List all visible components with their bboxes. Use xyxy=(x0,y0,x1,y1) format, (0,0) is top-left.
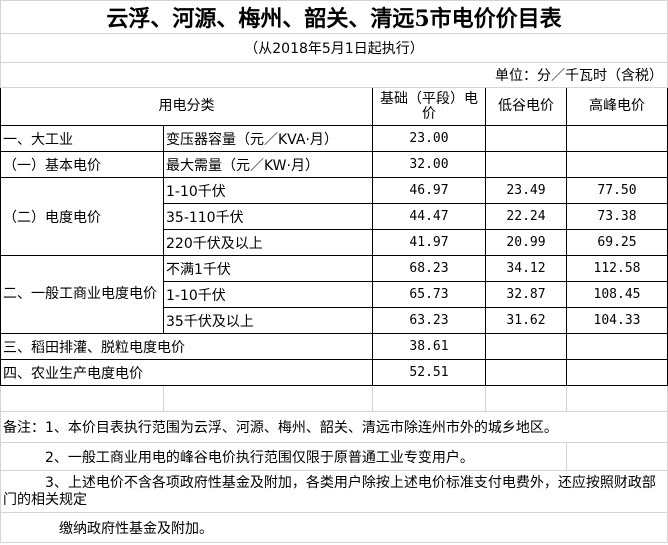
base-price: 32.00 xyxy=(372,151,486,178)
item-label: 最大需量（元／KW·月） xyxy=(163,151,373,178)
base-price: 41.97 xyxy=(372,229,486,256)
valley-price: 34.12 xyxy=(485,255,567,282)
base-price: 65.73 xyxy=(372,281,486,308)
peak-price xyxy=(566,333,668,360)
valley-price xyxy=(485,333,567,360)
valley-price: 31.62 xyxy=(485,307,567,334)
group-label: 四、农业生产电度电价 xyxy=(0,359,373,386)
valley-price: 32.87 xyxy=(485,281,567,308)
peak-price xyxy=(566,359,668,386)
item-label: 不满1千伏 xyxy=(163,255,373,282)
peak-price: 104.33 xyxy=(566,307,668,334)
table-row: 220千伏及以上 41.97 20.99 69.25 xyxy=(1,229,668,256)
group-label: 三、稻田排灌、脱粒电度电价 xyxy=(0,333,373,360)
table-row: 35-110千伏 44.47 22.24 73.38 xyxy=(1,203,668,230)
table-row: 三、稻田排灌、脱粒电度电价 38.61 xyxy=(0,333,668,360)
table-row: 二、一般工商业电度电价 不满1千伏 68.23 34.12 112.58 xyxy=(0,255,668,334)
table-row: 四、农业生产电度电价 52.51 xyxy=(0,359,668,386)
header-valley: 低谷电价 xyxy=(485,87,567,126)
valley-price: 20.99 xyxy=(485,229,567,256)
base-price: 23.00 xyxy=(372,125,486,152)
table-row: （一）基本电价 最大需量（元／KW·月） 32.00 xyxy=(0,151,668,178)
valley-price: 23.49 xyxy=(485,177,567,204)
base-price: 46.97 xyxy=(372,177,486,204)
effective-date: （从2018年5月1日起执行） xyxy=(0,33,668,63)
note-4: 缴纳政府性基金及附加。 xyxy=(0,512,668,543)
peak-price: 73.38 xyxy=(566,203,668,230)
header-category: 用电分类 xyxy=(0,87,373,126)
note-2: 2、一般工商业用电的峰谷电价执行范围仅限于原普通工业专变用户。 xyxy=(0,442,567,471)
table-row: 35千伏及以上 63.23 31.62 104.33 xyxy=(1,307,668,334)
item-label: 1-10千伏 xyxy=(163,281,373,308)
empty-row xyxy=(0,385,668,412)
peak-price: 108.45 xyxy=(566,281,668,308)
valley-price: 22.24 xyxy=(485,203,567,230)
valley-price xyxy=(485,359,567,386)
item-label: 220千伏及以上 xyxy=(163,229,373,256)
item-label: 35千伏及以上 xyxy=(163,307,373,334)
note-1: 备注：1、本价目表执行范围为云浮、河源、梅州、韶关、清远市除连州市外的城乡地区。 xyxy=(0,411,668,443)
group-label: （一）基本电价 xyxy=(0,151,164,178)
valley-price xyxy=(485,151,567,178)
group-label: 二、一般工商业电度电价 xyxy=(0,255,164,334)
peak-price: 69.25 xyxy=(566,229,668,256)
peak-price xyxy=(566,151,668,178)
valley-price xyxy=(485,125,567,152)
table-row: （二）电度电价 1-10千伏 46.97 23.49 77.50 xyxy=(0,177,668,256)
peak-price xyxy=(566,125,668,152)
note-3: 3、上述电价不含各项政府性基金及附加，各类用户除按上述电价标准支付电费外，还应按… xyxy=(0,470,668,513)
peak-price: 112.58 xyxy=(566,255,668,282)
unit-label: 单位：分／千瓦时（含税） xyxy=(0,62,668,88)
group-label: （二）电度电价 xyxy=(0,177,164,256)
group-label: 一、大工业 xyxy=(0,125,164,152)
base-price: 38.61 xyxy=(372,333,486,360)
header-peak: 高峰电价 xyxy=(566,87,668,126)
item-label: 35-110千伏 xyxy=(163,203,373,230)
base-price: 68.23 xyxy=(372,255,486,282)
item-label: 1-10千伏 xyxy=(163,177,373,204)
peak-price: 77.50 xyxy=(566,177,668,204)
table-row: 一、大工业 变压器容量（元／KVA·月） 23.00 xyxy=(0,125,668,152)
table-row: 1-10千伏 65.73 32.87 108.45 xyxy=(1,281,668,308)
item-label: 变压器容量（元／KVA·月） xyxy=(163,125,373,152)
page-title: 云浮、河源、梅州、韶关、清远5市电价价目表 xyxy=(0,0,668,34)
base-price: 44.47 xyxy=(372,203,486,230)
base-price: 52.51 xyxy=(372,359,486,386)
base-price: 63.23 xyxy=(372,307,486,334)
header-base: 基础（平段）电价 xyxy=(372,87,486,126)
